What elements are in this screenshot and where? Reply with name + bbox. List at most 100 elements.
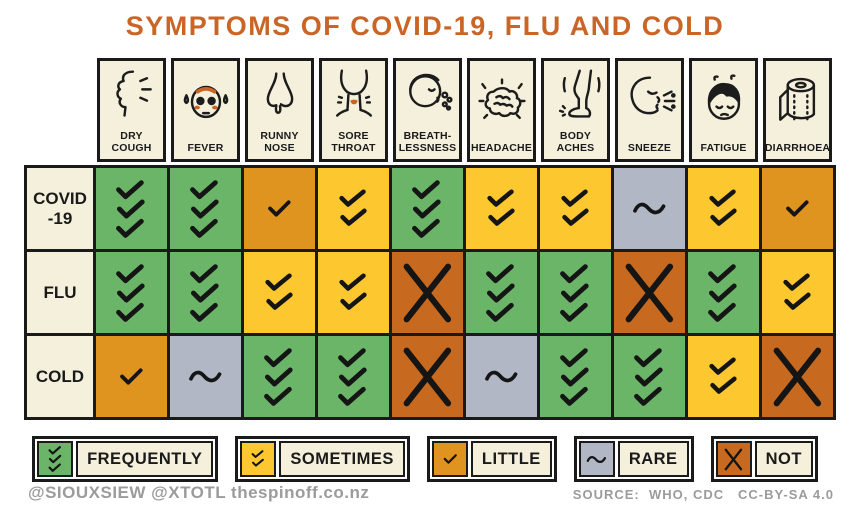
legend-swatch-little — [431, 441, 468, 477]
column-header-headache: HEADACHE — [467, 58, 536, 162]
source-text: SOURCE: WHO, CDC CC-BY-SA 4.0 — [572, 487, 834, 502]
checks-3-symbol — [337, 347, 367, 406]
page-title: SYMPTOMS OF COVID-19, FLU AND COLD — [125, 11, 725, 41]
cell-flu-body-aches — [540, 252, 611, 333]
column-label-fatigue: FATIGUE — [700, 141, 747, 154]
fever-icon — [178, 61, 234, 142]
sore-throat-icon — [326, 61, 382, 130]
column-label-headache: HEADACHE — [470, 141, 533, 154]
column-header-runny-nose: RUNNY NOSE — [245, 58, 314, 162]
cell-cold-fatigue — [688, 336, 759, 417]
cell-flu-sneeze — [614, 252, 685, 333]
cell-cold-sore-throat — [318, 336, 389, 417]
cell-flu-diarrhoea — [762, 252, 833, 333]
headache-icon — [474, 61, 530, 142]
cross-symbol — [625, 263, 674, 322]
column-header-fatigue: FATIGUE — [689, 58, 758, 162]
cell-flu-sore-throat — [318, 252, 389, 333]
credits-text: @SIOUXSIEW @XTOTL thespinoff.co.nz — [28, 483, 370, 502]
legend-swatch-sometimes — [240, 441, 277, 477]
column-label-sneeze: SNEEZE — [627, 141, 672, 154]
cell-covid-19-diarrhoea — [762, 168, 833, 249]
cell-flu-runny-nose — [244, 252, 315, 333]
column-header-dry-cough: DRY COUGH — [97, 58, 166, 162]
cell-cold-breathlessness — [392, 336, 463, 417]
cell-cold-dry-cough — [96, 336, 167, 417]
cell-flu-breathlessness — [392, 252, 463, 333]
symptom-grid-body: COVID -19 FLU COLD — [24, 165, 836, 420]
legend-label-sometimes: SOMETIMES — [279, 441, 405, 477]
cell-covid-19-sneeze — [614, 168, 685, 249]
checks-2-symbol — [265, 272, 293, 310]
column-label-sore-throat: SORE THROAT — [331, 129, 376, 154]
checks-2-symbol — [252, 450, 265, 467]
checks-3-symbol — [263, 347, 293, 406]
checks-3-symbol — [189, 179, 219, 238]
legend-item-sometimes: SOMETIMES — [235, 436, 410, 482]
column-header-sneeze: SNEEZE — [615, 58, 684, 162]
column-header-sore-throat: SORE THROAT — [319, 58, 388, 162]
cell-flu-fever — [170, 252, 241, 333]
cell-covid-19-headache — [466, 168, 537, 249]
legend-label-little: LITTLE — [470, 441, 552, 477]
checks-2-symbol — [339, 188, 367, 226]
cell-flu-fatigue — [688, 252, 759, 333]
breathlessness-icon — [400, 61, 456, 130]
checks-2-symbol — [709, 188, 737, 226]
header-row: DRY COUGH FEVER RUNNY NOSE SORE THROAT B… — [96, 58, 833, 162]
cell-cold-body-aches — [540, 336, 611, 417]
checks-3-symbol — [559, 263, 589, 322]
legend-label-not: NOT — [754, 441, 813, 477]
column-header-fever: FEVER — [171, 58, 240, 162]
row-label-flu: FLU — [27, 252, 93, 333]
legend-swatch-frequently — [37, 441, 74, 477]
cell-cold-headache — [466, 336, 537, 417]
checks-3-symbol — [633, 347, 663, 406]
checks-3-symbol — [115, 179, 145, 238]
checks-3-symbol — [559, 347, 589, 406]
checks-3-symbol — [189, 263, 219, 322]
checks-3-symbol — [48, 446, 61, 472]
cell-covid-19-breathlessness — [392, 168, 463, 249]
row-label-cold: COLD — [27, 336, 93, 417]
tilde-symbol — [633, 202, 666, 215]
checks-2-symbol — [339, 272, 367, 310]
legend-item-frequently: FREQUENTLY — [32, 436, 219, 482]
cell-flu-headache — [466, 252, 537, 333]
cross-symbol — [724, 448, 743, 470]
column-label-diarrhoea: DIARRHOEA — [764, 141, 831, 154]
cell-covid-19-dry-cough — [96, 168, 167, 249]
legend: FREQUENTLY SOMETIMES LITTLE RARE NOT — [0, 436, 850, 482]
cell-cold-fever — [170, 336, 241, 417]
cell-covid-19-runny-nose — [244, 168, 315, 249]
legend-swatch-not — [715, 441, 752, 477]
fatigue-icon — [696, 61, 752, 142]
check-1-symbol — [268, 200, 291, 217]
row-label-covid-19: COVID -19 — [27, 168, 93, 249]
dry-cough-icon — [104, 61, 160, 130]
cell-covid-19-body-aches — [540, 168, 611, 249]
cell-covid-19-sore-throat — [318, 168, 389, 249]
cross-symbol — [773, 347, 822, 406]
check-1-symbol — [443, 454, 457, 464]
tilde-symbol — [189, 370, 222, 383]
column-label-dry-cough: DRY COUGH — [111, 129, 152, 154]
checks-3-symbol — [707, 263, 737, 322]
cross-symbol — [403, 347, 452, 406]
column-label-body-aches: BODY ACHES — [556, 129, 595, 154]
column-label-runny-nose: RUNNY NOSE — [260, 129, 299, 154]
sneeze-icon — [622, 61, 678, 142]
cell-covid-19-fever — [170, 168, 241, 249]
tilde-symbol — [485, 370, 518, 383]
checks-3-symbol — [485, 263, 515, 322]
checks-2-symbol — [487, 188, 515, 226]
checks-3-symbol — [411, 179, 441, 238]
column-label-fever: FEVER — [187, 141, 224, 154]
legend-swatch-rare — [578, 441, 615, 477]
legend-item-not: NOT — [710, 436, 818, 482]
cell-cold-runny-nose — [244, 336, 315, 417]
cell-flu-dry-cough — [96, 252, 167, 333]
cell-cold-diarrhoea — [762, 336, 833, 417]
column-header-diarrhoea: DIARRHOEA — [763, 58, 832, 162]
